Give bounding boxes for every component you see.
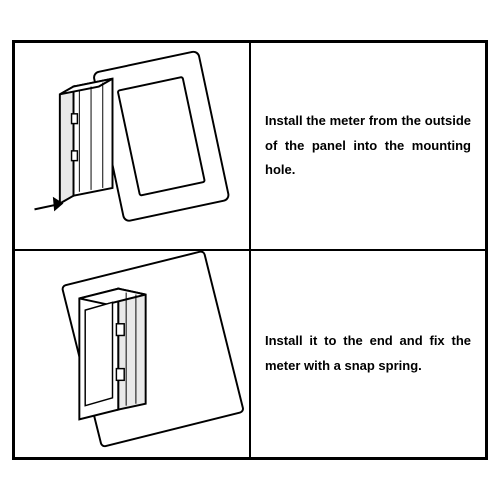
step2-text: Install it to the end and fix the meter … [265,329,471,378]
instruction-grid: Install the meter from the outside of th… [12,40,488,460]
instruction-page: Install the meter from the outside of th… [0,0,500,500]
step2-illustration [15,251,249,457]
insert-arrow-icon [35,199,62,210]
step1-illustration [15,43,249,249]
step1-text-cell: Install the meter from the outside of th… [250,42,486,250]
step1-illustration-cell [14,42,250,250]
step2-text-cell: Install it to the end and fix the meter … [250,250,486,458]
step2-illustration-cell [14,250,250,458]
step1-text: Install the meter from the outside of th… [265,109,471,183]
